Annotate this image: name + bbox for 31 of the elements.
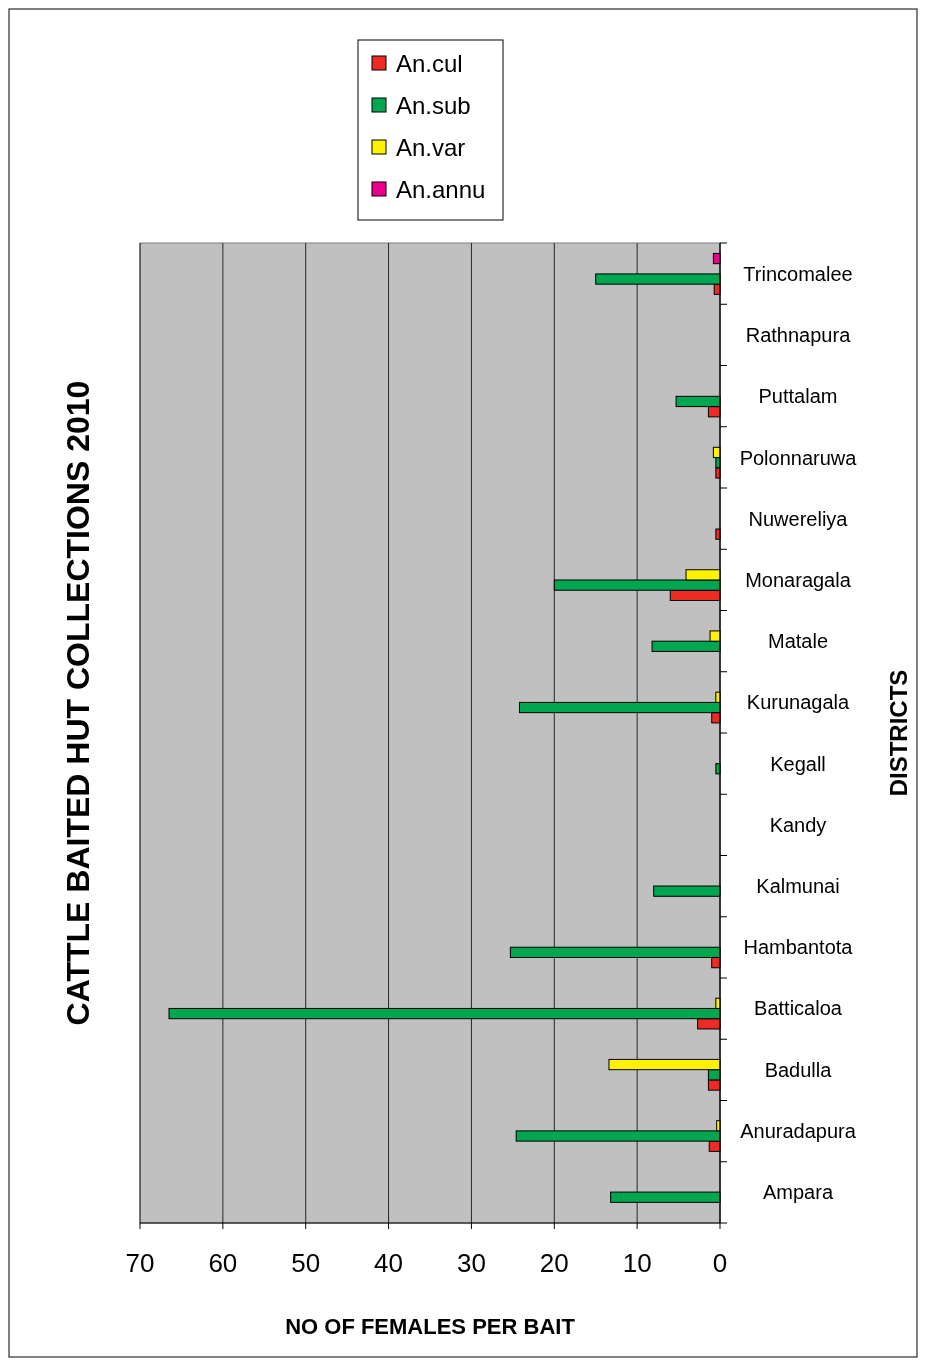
text: CATTLE BAITED HUT COLLECTIONS 2010 bbox=[60, 380, 96, 1026]
y-tick-label: Kalmunai bbox=[756, 875, 840, 898]
y-tick-label: Trincomalee bbox=[743, 262, 853, 285]
x-tick-label: 30 bbox=[456, 1248, 486, 1278]
y-tick-label: Puttalam bbox=[758, 385, 838, 408]
y-tick-label: Monaragala bbox=[745, 568, 852, 591]
y-tick-label: Kurunagala bbox=[746, 691, 851, 714]
y-tick-label: Kandy bbox=[769, 813, 827, 836]
legend-label: An.var bbox=[396, 133, 466, 161]
y-tick-label: Kegall bbox=[770, 752, 826, 775]
y-axis-title: DISTRICTS bbox=[884, 669, 912, 797]
y-tick-label: Ampara bbox=[762, 1181, 834, 1204]
x-axis-title: NO OF FEMALES PER BAIT bbox=[285, 1313, 576, 1339]
legend-label: An.sub bbox=[396, 91, 471, 119]
x-tick-label: 70 bbox=[125, 1248, 155, 1278]
legend-label: An.cul bbox=[396, 49, 463, 77]
x-tick-label: 40 bbox=[374, 1248, 404, 1278]
y-tick-label: Badulla bbox=[764, 1058, 833, 1081]
y-tick-label: Matale bbox=[767, 630, 829, 653]
x-tick-label: 20 bbox=[539, 1248, 569, 1278]
y-tick-label: Batticaloa bbox=[754, 997, 843, 1020]
y-tick-label: Polonnaruwa bbox=[739, 446, 858, 469]
x-tick-label: 50 bbox=[291, 1248, 321, 1278]
legend-label: An.annu bbox=[396, 175, 486, 203]
x-tick-label: 0 bbox=[712, 1248, 728, 1278]
y-tick-label: Nuwereliya bbox=[748, 507, 849, 530]
x-tick-label: 60 bbox=[208, 1248, 238, 1278]
x-tick-label: 10 bbox=[622, 1248, 652, 1278]
y-tick-label: Anuradapura bbox=[740, 1119, 857, 1142]
y-tick-label: Hambantota bbox=[743, 936, 854, 959]
y-tick-label: Rathnapura bbox=[745, 324, 852, 347]
